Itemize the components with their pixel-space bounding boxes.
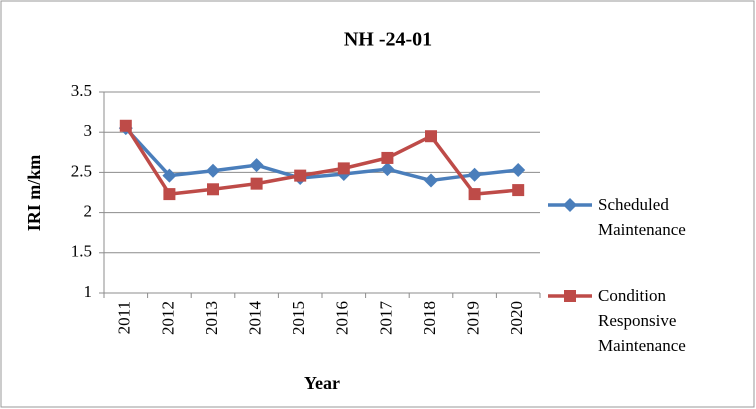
x-tick-label: 2012	[158, 301, 177, 335]
data-point	[119, 119, 132, 132]
y-tick-label: 3	[84, 121, 93, 140]
data-point	[512, 184, 525, 197]
data-point	[250, 177, 263, 190]
y-tick-label: 3.5	[71, 81, 92, 100]
data-point	[381, 151, 394, 164]
data-point	[294, 169, 307, 182]
x-tick-label: 2015	[289, 301, 308, 335]
data-point	[511, 162, 526, 177]
series-line	[124, 126, 519, 183]
x-tick-label: 2014	[246, 301, 265, 336]
y-tick-label: 2	[84, 202, 93, 221]
y-tick-label: 2.5	[71, 161, 92, 180]
x-tick-label: 2019	[464, 301, 483, 335]
x-tick-label: 2020	[507, 301, 526, 335]
data-point	[467, 167, 482, 182]
y-axis-title: IRI m/km	[24, 155, 44, 232]
legend-label: Condition Responsive Maintenance	[598, 286, 686, 355]
data-point	[380, 162, 395, 177]
x-tick-label: 2011	[115, 301, 134, 334]
data-point	[249, 158, 264, 173]
legend-marker	[564, 290, 576, 302]
x-tick-label: 2017	[376, 301, 395, 336]
legend-marker	[563, 198, 577, 212]
data-point	[468, 188, 481, 201]
data-point	[162, 168, 177, 183]
legend-label: Scheduled Maintenance	[598, 195, 686, 239]
data-point	[337, 162, 350, 175]
y-tick-label: 1.5	[71, 242, 92, 261]
x-axis-title: Year	[304, 373, 340, 393]
series-line	[124, 124, 519, 196]
x-tick-label: 2016	[333, 301, 352, 335]
data-point	[207, 183, 219, 196]
data-point	[163, 188, 176, 201]
y-tick-label: 1	[84, 282, 93, 301]
x-tick-label: 2018	[420, 301, 439, 335]
x-tick-label: 2013	[202, 301, 221, 335]
data-point	[206, 163, 220, 178]
chart-title: NH -24-01	[344, 29, 432, 51]
data-point	[424, 173, 438, 188]
data-point	[425, 130, 437, 143]
